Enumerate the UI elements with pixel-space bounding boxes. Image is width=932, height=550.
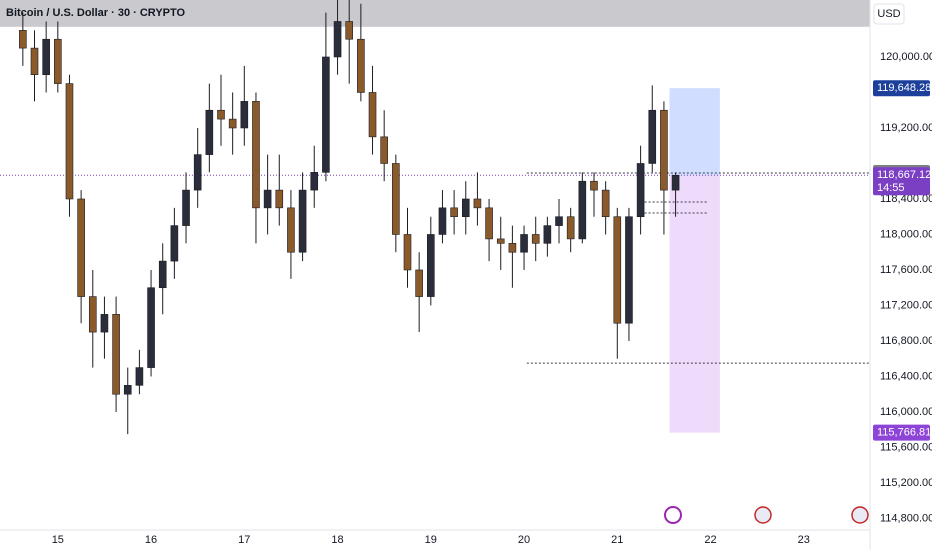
loss-zone <box>669 175 720 433</box>
y-tick-label: 115,600.00 <box>880 441 932 453</box>
price-label: 115,766.81 <box>877 427 931 439</box>
event-icons <box>664 506 869 524</box>
candle-body <box>30 47 39 76</box>
candle-body <box>625 216 633 324</box>
x-tick-label: 17 <box>238 534 250 546</box>
candle-body <box>252 101 260 209</box>
candle-body <box>380 136 388 164</box>
candle-body <box>112 314 120 395</box>
candle-body <box>660 109 668 191</box>
candle-body <box>648 109 657 164</box>
y-tick-label: 119,200.00 <box>880 122 932 134</box>
price-label: 119,648.28 <box>877 82 931 94</box>
candle-body <box>170 225 179 262</box>
y-tick-label: 117,600.00 <box>880 264 932 276</box>
current-price-label: 118,667.12 <box>877 169 931 181</box>
x-tick-label: 19 <box>425 534 437 546</box>
candle-body <box>613 216 622 324</box>
plot: Bitcoin / U.S. Dollar · 30 · CRYPTO <box>0 0 870 435</box>
candle-body <box>578 180 587 240</box>
candle-body <box>473 198 482 209</box>
candle-body <box>543 225 552 244</box>
icon <box>851 506 869 524</box>
candle-body <box>357 38 365 93</box>
candle-body <box>461 198 470 218</box>
currency-button[interactable] <box>873 3 905 25</box>
candle-body <box>182 189 190 226</box>
price-label-box <box>873 80 930 97</box>
axis-labels: 120,000.00 119,200.00 118,400.00 118,000.00… <box>52 51 932 546</box>
candle-body <box>636 163 645 218</box>
x-tick-label: 15 <box>52 534 64 546</box>
candle-body <box>520 234 528 253</box>
candle-body <box>310 172 319 191</box>
candle-body <box>345 21 354 40</box>
y-tick-label: 118,400.00 <box>880 193 932 205</box>
y-tick-label: 120,000.00 <box>880 51 932 63</box>
candle-body <box>392 163 400 235</box>
x-tick-label: 16 <box>145 534 157 546</box>
candle-body <box>322 56 330 173</box>
candle-body <box>147 287 155 368</box>
candle-body <box>240 101 249 129</box>
candle-body <box>217 109 225 120</box>
candle-body <box>88 296 97 333</box>
y-tick-label: 116,800.00 <box>880 335 932 347</box>
currency: USD <box>877 8 900 20</box>
candle-body <box>403 234 412 271</box>
candle-body <box>438 207 447 235</box>
candle-body <box>54 38 62 84</box>
candle-body <box>671 174 680 191</box>
candle-body <box>263 189 272 209</box>
chart-title: Bitcoin / U.S. Dollar · 30 · CRYPTO <box>6 7 186 19</box>
y-tick-label: 117,200.00 <box>880 299 932 311</box>
x-tick-label: 22 <box>704 534 716 546</box>
candle-body <box>298 189 307 253</box>
candle-body <box>100 314 109 333</box>
candle-body <box>205 109 214 155</box>
candle-body <box>566 216 575 240</box>
candle-body <box>135 367 144 386</box>
candle-body <box>333 21 342 58</box>
candle-body <box>65 83 74 200</box>
candle-body <box>193 154 202 191</box>
current-price-box <box>873 167 930 196</box>
candle-body <box>427 234 435 297</box>
y-tick-label: 115,200.00 <box>880 477 932 489</box>
candle-body <box>508 243 517 253</box>
x-tick-label: 18 <box>331 534 343 546</box>
price-label-box <box>873 424 930 441</box>
candle-body <box>415 269 423 297</box>
candle-body <box>228 118 237 129</box>
x-tick-label: 20 <box>518 534 530 546</box>
candle-body <box>368 92 377 138</box>
candle-body <box>496 238 505 244</box>
candle-body <box>123 385 132 395</box>
price-zone <box>0 0 870 27</box>
candle-body <box>275 189 284 209</box>
candle-body <box>42 38 50 76</box>
icon <box>664 506 682 524</box>
candle-body <box>485 207 493 240</box>
y-tick-label: 118,000.00 <box>880 228 932 240</box>
profit-zone <box>669 88 720 176</box>
candle-body <box>450 207 458 218</box>
candle-body <box>590 180 598 191</box>
x-tick-label: 23 <box>798 534 810 546</box>
candle-body <box>77 198 85 297</box>
y-tick-label: 114,800.00 <box>880 512 932 524</box>
x-tick-label: 21 <box>611 534 623 546</box>
icon <box>754 506 772 524</box>
candle-body <box>555 216 563 226</box>
candle-body <box>158 260 167 289</box>
candle-body <box>601 189 610 218</box>
y-tick-label: 116,400.00 <box>880 370 932 382</box>
candle-body <box>19 30 27 49</box>
y-tick-label: 116,000.00 <box>880 406 932 418</box>
candle-body <box>531 234 540 244</box>
candle-body <box>287 207 295 253</box>
countdown: 14:55 <box>877 182 905 194</box>
